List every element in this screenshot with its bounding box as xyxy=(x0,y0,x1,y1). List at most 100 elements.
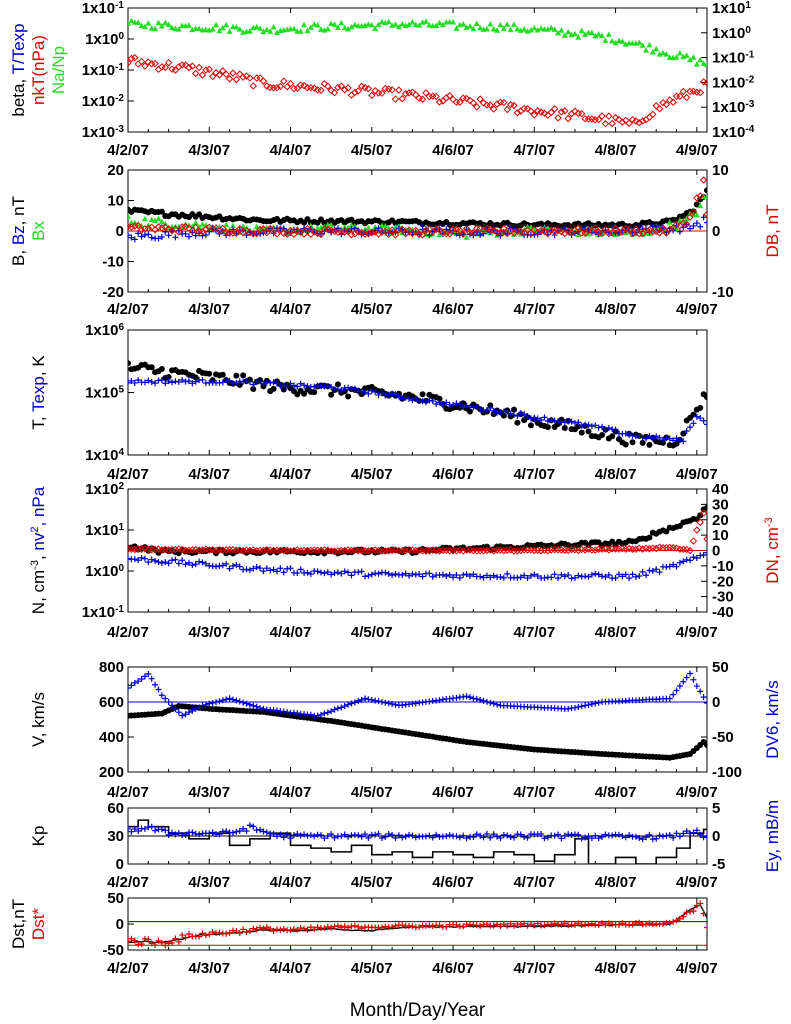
y-axis-label: Kp xyxy=(29,826,48,847)
data-point xyxy=(548,416,555,423)
axis-tick-label: -40 xyxy=(712,604,734,621)
data-point xyxy=(243,566,250,573)
data-point xyxy=(307,832,314,839)
data-point xyxy=(649,228,657,236)
data-point xyxy=(355,832,362,839)
data-point xyxy=(432,92,440,101)
plot-frame xyxy=(127,666,708,773)
data-point xyxy=(128,213,131,219)
data-point xyxy=(338,704,345,711)
data-point xyxy=(686,546,694,555)
data-point xyxy=(137,545,146,553)
y-axis-label: B, Bz, nT xyxy=(9,196,28,266)
axis-tick-label: 50 xyxy=(712,659,729,676)
data-point xyxy=(643,572,650,579)
data-point xyxy=(331,706,338,713)
data-point xyxy=(670,691,677,698)
data-point xyxy=(555,30,562,36)
data-point xyxy=(219,562,226,569)
data-point xyxy=(257,25,264,31)
data-point xyxy=(205,65,213,74)
data-point xyxy=(662,100,671,109)
data-point xyxy=(240,825,247,832)
data-point xyxy=(581,546,589,554)
data-point xyxy=(131,379,138,386)
data-point xyxy=(131,826,138,833)
data-point xyxy=(582,702,589,709)
data-point xyxy=(463,234,470,240)
data-point xyxy=(196,933,203,940)
data-point xyxy=(273,83,281,92)
series-line xyxy=(128,819,707,864)
data-point xyxy=(470,25,477,32)
data-point xyxy=(128,223,136,231)
data-point xyxy=(547,108,555,117)
data-point xyxy=(280,77,288,85)
data-point xyxy=(294,710,301,717)
data-point xyxy=(182,230,189,237)
axis-tick-label: 1x105 xyxy=(85,384,124,402)
data-point xyxy=(476,224,484,233)
axis-tick-label: -10 xyxy=(102,254,124,271)
data-point xyxy=(605,112,613,120)
data-point xyxy=(179,557,186,564)
data-point xyxy=(297,925,304,932)
data-point xyxy=(445,92,454,100)
data-point xyxy=(368,696,375,703)
data-point xyxy=(351,88,359,97)
data-point xyxy=(164,546,173,554)
axis-tick-label: -5 xyxy=(712,856,725,873)
data-point xyxy=(460,404,467,411)
data-point xyxy=(399,922,406,929)
data-point xyxy=(257,378,264,385)
data-point xyxy=(340,546,349,555)
data-point xyxy=(331,21,338,27)
data-point xyxy=(300,81,308,90)
data-point xyxy=(487,834,494,841)
data-point xyxy=(429,923,436,930)
data-point xyxy=(652,227,660,236)
data-point xyxy=(402,570,409,577)
data-point xyxy=(625,225,633,234)
data-point xyxy=(219,697,226,704)
data-point xyxy=(703,79,707,87)
data-point xyxy=(270,831,277,838)
data-point xyxy=(253,23,260,30)
data-point xyxy=(663,832,670,839)
data-point xyxy=(148,364,155,371)
data-point xyxy=(161,223,169,231)
data-point xyxy=(598,112,606,120)
data-point xyxy=(389,700,396,707)
data-point xyxy=(216,831,223,838)
data-point xyxy=(175,378,182,385)
data-point xyxy=(334,569,341,576)
data-point xyxy=(267,925,274,932)
data-point xyxy=(446,695,453,702)
data-point xyxy=(466,694,473,701)
data-point xyxy=(598,545,606,553)
data-point xyxy=(599,920,606,927)
data-point xyxy=(599,833,606,840)
data-point xyxy=(477,922,484,929)
data-point xyxy=(605,229,613,238)
data-point xyxy=(135,557,142,564)
data-point xyxy=(236,698,243,705)
data-point xyxy=(345,569,352,576)
axis-tick-label: 1x100 xyxy=(85,31,124,49)
data-point xyxy=(171,225,180,233)
data-point xyxy=(284,382,291,389)
data-point xyxy=(534,415,541,422)
x-tick-label: 4/8/07 xyxy=(595,624,637,641)
data-point xyxy=(334,24,341,30)
data-point xyxy=(663,528,670,535)
data-point xyxy=(565,705,572,712)
data-point xyxy=(453,694,460,701)
data-point xyxy=(172,556,179,563)
data-point xyxy=(341,923,348,930)
data-point xyxy=(513,109,522,117)
data-point xyxy=(693,526,701,534)
data-point xyxy=(276,82,285,91)
data-point xyxy=(500,574,507,581)
axis-tick-label: 10 xyxy=(107,193,124,210)
